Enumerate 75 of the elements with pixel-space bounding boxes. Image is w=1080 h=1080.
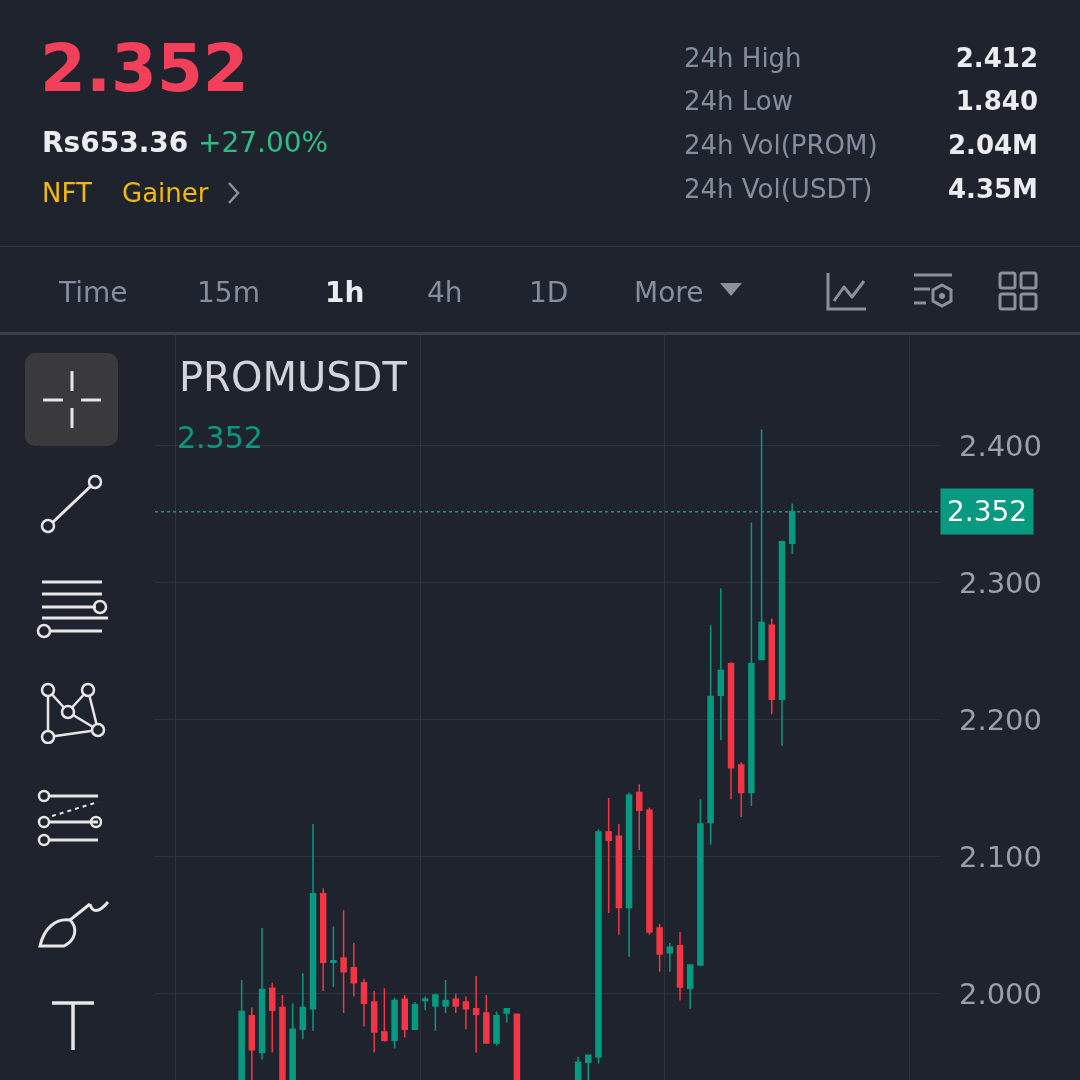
candlestick — [717, 587, 725, 742]
text: PROMUSDT — [179, 354, 407, 400]
y-tick-label: 2.200 — [959, 702, 1043, 737]
candlestick — [442, 979, 449, 1014]
candlestick — [727, 661, 735, 801]
candlestick — [656, 923, 663, 973]
candlestick — [248, 1006, 256, 1080]
candlestick — [238, 979, 245, 1080]
candlestick — [391, 997, 398, 1050]
text: Gainer — [122, 178, 209, 208]
candlestick — [350, 942, 358, 998]
candlestick — [666, 942, 674, 973]
text: Rs653.36 — [42, 125, 189, 159]
text: 24h Low — [684, 86, 794, 116]
text: 24h Vol(PROM) — [684, 130, 878, 160]
text: Time — [59, 275, 128, 309]
candlestick — [697, 798, 704, 966]
candlestick — [421, 995, 429, 1011]
text: 4.35M — [947, 174, 1038, 204]
text: 24h Vol(USDT) — [684, 174, 873, 204]
candlestick — [636, 783, 643, 851]
text: 1h — [325, 275, 365, 309]
candlestick — [472, 975, 480, 1054]
candlestick — [585, 1054, 592, 1080]
y-tick-label: 2.100 — [959, 839, 1043, 874]
candlestick — [411, 1001, 419, 1031]
candlestick — [279, 994, 286, 1080]
candlestick — [370, 990, 378, 1054]
candlestick — [615, 823, 623, 936]
candlestick — [360, 977, 368, 1028]
candlestick — [707, 624, 714, 846]
y-tick-label: 2.300 — [959, 566, 1043, 601]
candlestick — [299, 972, 307, 1040]
text: +27.00% — [198, 125, 329, 159]
y-tick-label: 2.400 — [959, 429, 1043, 464]
candlestick — [768, 617, 776, 716]
candlestick — [319, 887, 327, 992]
candlestick — [625, 791, 633, 958]
candlestick — [452, 992, 459, 1014]
candlestick — [503, 1008, 510, 1024]
text: 4h — [427, 275, 463, 309]
candlestick — [462, 995, 470, 1031]
candlestick — [513, 1013, 521, 1080]
ref-line-label: 2.352 — [947, 495, 1028, 528]
candlestick — [686, 964, 694, 1010]
candlestick — [289, 1002, 296, 1080]
text: 2.04M — [947, 130, 1038, 160]
text: 15m — [197, 275, 260, 309]
candlestick — [432, 992, 439, 1032]
text: 24h High — [684, 43, 802, 73]
candlestick — [483, 994, 490, 1044]
candlestick — [737, 761, 745, 818]
candlestick — [340, 909, 347, 1014]
candlestick — [258, 927, 266, 1061]
candlestick — [595, 828, 602, 1065]
candlestick — [605, 797, 612, 914]
candlestick — [748, 521, 755, 807]
candlestick — [574, 1055, 582, 1080]
text: More — [634, 275, 704, 309]
candlestick — [778, 539, 786, 747]
candlestick — [268, 982, 276, 1054]
annotation: 2.352 — [177, 419, 263, 455]
text: 2.352 — [40, 29, 249, 107]
text: 1.840 — [955, 86, 1038, 116]
text: 1D — [529, 275, 569, 309]
candlestick — [493, 1010, 500, 1047]
text: NFT — [42, 178, 92, 208]
y-tick-label: 2.000 — [959, 976, 1043, 1011]
candlestick — [330, 925, 337, 988]
candlestick — [309, 823, 317, 1032]
text: 2.412 — [955, 43, 1038, 73]
candlestick — [676, 931, 684, 1002]
candlestick — [401, 994, 409, 1039]
candlestick — [381, 987, 388, 1043]
candlestick — [646, 806, 653, 936]
